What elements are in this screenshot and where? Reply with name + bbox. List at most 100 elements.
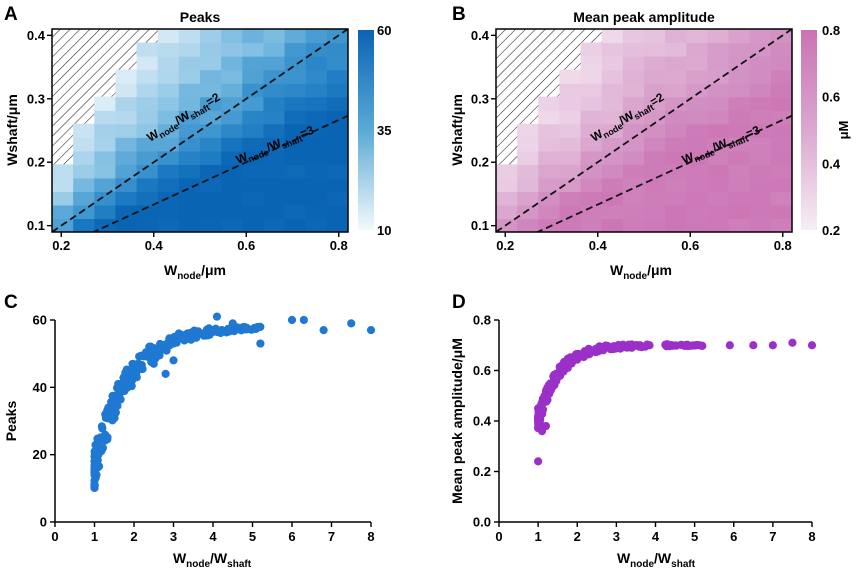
scatter-point bbox=[91, 473, 100, 482]
scatter-point bbox=[94, 450, 103, 459]
heatmap-cell bbox=[52, 191, 74, 206]
heatmap-cell bbox=[770, 110, 792, 125]
x-tick-label: 7 bbox=[328, 529, 335, 544]
reference-line-ratio-2 bbox=[52, 29, 348, 232]
heatmap-cell bbox=[221, 150, 243, 165]
x-tick-label: 0.2 bbox=[52, 238, 70, 253]
heatmap-cell bbox=[538, 164, 561, 179]
x-tick-label: 0.8 bbox=[774, 238, 792, 253]
heatmap-cell bbox=[559, 137, 582, 152]
scatter-point bbox=[768, 341, 777, 350]
chart-title: Peaks bbox=[180, 9, 221, 25]
heatmap-cell bbox=[305, 137, 328, 152]
heatmap-cell bbox=[136, 191, 159, 206]
scatter-point bbox=[124, 367, 133, 376]
heatmap-cell bbox=[749, 177, 772, 192]
ref-label-ratio-3: Wnode/Wshaft=3 bbox=[680, 123, 763, 169]
heatmap-cell bbox=[200, 204, 222, 220]
x-tick-label: 5 bbox=[249, 529, 256, 544]
y-axis-ticks: 0.1 0.2 0.3 0.4 bbox=[471, 28, 496, 233]
heatmap-cell bbox=[221, 56, 243, 71]
heatmap-cell bbox=[200, 42, 222, 57]
heatmap-cell bbox=[115, 96, 138, 111]
x-axis-ticks: 0 1 2 3 4 5 6 7 8 bbox=[51, 522, 375, 544]
y-tick-label: 0.3 bbox=[27, 91, 45, 106]
scatter-point bbox=[634, 342, 644, 351]
panel-letter-a: A bbox=[4, 4, 18, 25]
heatmap-cell bbox=[200, 218, 222, 232]
heatmap-cell bbox=[284, 42, 307, 57]
x-tick-label: 1 bbox=[535, 529, 542, 544]
heatmap-cell bbox=[200, 110, 222, 125]
x-tick-label: 5 bbox=[691, 529, 698, 544]
heatmap-cell bbox=[728, 204, 751, 220]
heatmap-cell bbox=[115, 218, 138, 232]
scatter-point bbox=[228, 319, 237, 328]
heatmap-cell bbox=[326, 110, 348, 125]
heatmap-cell bbox=[707, 69, 730, 84]
colorbar-tick-label: 0.2 bbox=[822, 223, 840, 238]
heatmap-cell bbox=[601, 204, 624, 220]
scatter-point bbox=[115, 386, 125, 396]
y-axis-label: Wshaft/μm bbox=[4, 94, 20, 166]
heatmap-cell bbox=[538, 123, 561, 138]
heatmap-cell bbox=[538, 204, 561, 220]
y-tick-label: 0.6 bbox=[473, 363, 491, 378]
y-tick-label: 0.0 bbox=[473, 515, 491, 530]
heatmap-cell bbox=[770, 177, 792, 192]
heatmap-cell bbox=[263, 83, 286, 98]
heatmap-cell bbox=[200, 177, 222, 192]
heatmap-cell bbox=[242, 218, 265, 232]
scatter-point bbox=[574, 350, 583, 359]
scatter-point bbox=[212, 312, 222, 321]
heatmap-cell bbox=[559, 191, 582, 206]
scatter-point bbox=[149, 359, 158, 368]
x-tick-label: 2 bbox=[574, 529, 581, 544]
x-axis-label: Wnode/μm bbox=[610, 262, 672, 282]
heatmap-cell bbox=[242, 191, 265, 206]
heatmap-cell bbox=[707, 177, 730, 192]
heatmap-cell bbox=[665, 29, 687, 44]
heatmap-cell bbox=[728, 69, 751, 84]
heatmap-cell bbox=[326, 191, 348, 206]
heatmap-cell bbox=[707, 204, 730, 220]
heatmap-cell bbox=[728, 164, 751, 179]
heatmap-cell bbox=[221, 218, 243, 232]
heatmap-panel-amplitude: Mean peak amplitude 0.2 0.4 0.6 0.8 0.10.20… bbox=[449, 9, 851, 282]
heatmap-cell bbox=[200, 191, 222, 206]
y-tick-label: 0.3 bbox=[471, 91, 489, 106]
heatmap-cell bbox=[242, 96, 265, 111]
heatmap-cell bbox=[221, 96, 243, 111]
heatmap-cell bbox=[326, 137, 348, 152]
heatmap-cell bbox=[517, 177, 539, 192]
heatmap-cell bbox=[326, 83, 348, 98]
heatmap-cell bbox=[644, 218, 666, 232]
scatter-point bbox=[104, 403, 113, 412]
heatmap-cell bbox=[665, 96, 687, 111]
heatmap-cell bbox=[284, 123, 307, 138]
heatmap-cell bbox=[242, 123, 265, 138]
scatter-point bbox=[807, 341, 817, 350]
heatmap-cell bbox=[644, 150, 666, 165]
heatmap-cell bbox=[136, 96, 159, 111]
heatmap-cell bbox=[749, 110, 772, 125]
heatmap-cell bbox=[728, 137, 751, 152]
scatter-point bbox=[92, 460, 101, 469]
heatmap-cell bbox=[538, 150, 561, 165]
heatmap-cell bbox=[157, 123, 180, 138]
heatmap-cell bbox=[157, 218, 180, 232]
heatmap-cell bbox=[580, 191, 603, 206]
heatmap-cell bbox=[538, 177, 561, 192]
x-tick-label: 0.6 bbox=[237, 238, 255, 253]
scatter-point bbox=[139, 351, 148, 360]
heatmap-cell bbox=[749, 56, 772, 71]
heatmap-cell bbox=[749, 218, 772, 232]
heatmap-cell bbox=[580, 56, 603, 71]
scatter-point bbox=[555, 366, 565, 375]
heatmap-cell bbox=[136, 137, 159, 152]
heatmap-cell bbox=[770, 218, 792, 232]
heatmap-cell bbox=[517, 191, 539, 206]
heatmap-cell bbox=[284, 83, 307, 98]
heatmap-cell bbox=[707, 29, 730, 44]
heatmap-cell bbox=[178, 204, 201, 220]
